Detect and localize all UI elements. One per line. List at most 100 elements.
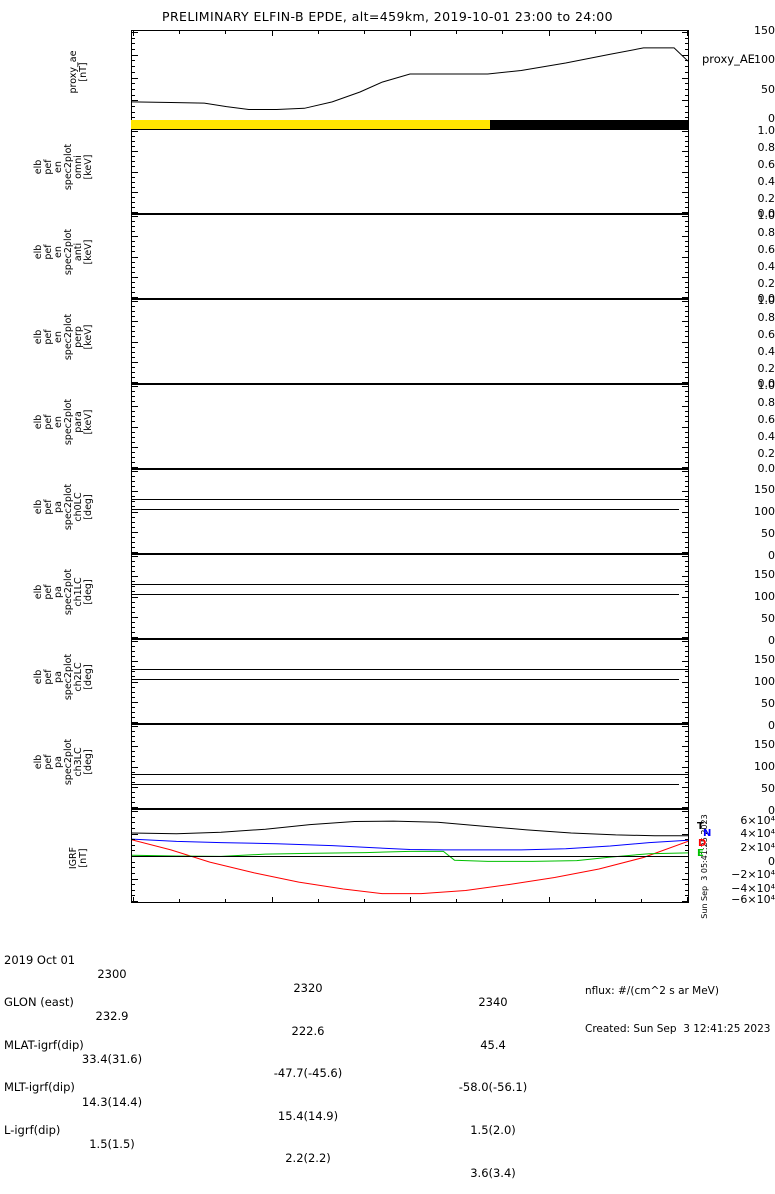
- ytick-pa-ch3lc-100: 100: [754, 760, 775, 773]
- ytick-proxy-ae-100: 100: [754, 53, 775, 66]
- proxy-ae-right-label: proxy_AE: [702, 52, 755, 66]
- pa-ch1lc-line-lower: [132, 594, 679, 595]
- panel-en-anti-ylabel: elb pef en spec2plot anti [keV]: [33, 228, 94, 276]
- ytick-igrf-m6e4: −6×10⁴: [731, 893, 775, 906]
- proxy-ae-trace: [132, 47, 688, 110]
- footer-v-l-0: 1.5(1.5): [89, 1137, 135, 1152]
- ytick-en-perp-0.6: 0.6: [757, 328, 775, 341]
- ytick-en-para-0.0: 0.0: [757, 462, 775, 475]
- ytick-en-omni-0.4: 0.4: [757, 175, 775, 188]
- panel-pa-ch3lc: [131, 724, 689, 809]
- footer-v-mlt-0: 14.3(14.4): [81, 1094, 143, 1109]
- ytick-en-omni-1.0: 1.0: [757, 124, 775, 137]
- ytick-en-omni-0.2: 0.2: [757, 192, 775, 205]
- panel-en-perp: [131, 299, 689, 384]
- ytick-igrf-4e4: 4×10⁴: [740, 827, 775, 840]
- ytick-en-perp-0.0: 0.0: [757, 377, 775, 390]
- panel-en-perp-ylabel: elb pef en spec2plot perp [keV]: [33, 313, 94, 361]
- pa-ch2lc-line-upper: [132, 669, 688, 670]
- igrf-legend-T: T: [697, 821, 704, 832]
- ytick-pa-ch1lc-0: 0: [768, 634, 775, 647]
- footer-label-mlat: MLAT-igrf(dip): [4, 1037, 84, 1052]
- ytick-en-omni-0.0: 0.0: [757, 207, 775, 220]
- ytick-proxy-ae-0: 0: [768, 112, 775, 125]
- ytick-igrf-m2e4: −2×10⁴: [731, 868, 775, 881]
- footer-label-glon: GLON (east): [4, 995, 74, 1010]
- igrf-traces: [132, 820, 688, 895]
- ytick-pa-ch2lc-50: 50: [761, 697, 775, 710]
- footer-label-mlt: MLT-igrf(dip): [4, 1080, 75, 1095]
- nflux-note: nflux: #/(cm^2 s ar MeV): [585, 985, 719, 997]
- ytick-pa-ch1lc-50: 50: [761, 612, 775, 625]
- status-bar-black: [490, 120, 689, 129]
- panel-en-anti: [131, 214, 689, 299]
- ytick-pa-ch1lc-150: 150: [754, 568, 775, 581]
- panel-pa-ch0lc: [131, 469, 689, 554]
- pa-ch3lc-line-upper: [132, 774, 688, 775]
- igrf-legend-N: N: [703, 828, 712, 839]
- panel-igrf-ylabel: IGRF [nT]: [68, 846, 89, 870]
- ytick-en-para-1.0: 1.0: [757, 379, 775, 392]
- footer-v-date-0: 2300: [97, 966, 127, 981]
- ytick-en-anti-0.8: 0.8: [757, 226, 775, 239]
- pa-ch0lc-line-upper: [132, 499, 688, 500]
- ytick-en-para-0.2: 0.2: [757, 447, 775, 460]
- ytick-en-perp-0.8: 0.8: [757, 311, 775, 324]
- footer-v-l-1: 2.2(2.2): [285, 1151, 331, 1166]
- footer-v-mlt-2: 1.5(2.0): [470, 1123, 516, 1137]
- igrf-legend-D: D: [698, 838, 707, 849]
- ytick-en-omni-0.6: 0.6: [757, 158, 775, 171]
- ytick-igrf-0: 0: [768, 855, 775, 868]
- ytick-pa-ch2lc-0: 0: [768, 719, 775, 732]
- pa-ch2lc-line-lower: [132, 679, 679, 680]
- footer-label-date: 2019 Oct 01: [4, 952, 76, 967]
- plot-page: PRELIMINARY ELFIN-B EPDE, alt=459km, 201…: [4, 9, 775, 1180]
- status-bar-yellow: [131, 120, 490, 129]
- footer-notes: nflux: #/(cm^2 s ar MeV) Created: Sun Se…: [585, 960, 770, 1060]
- panel-en-omni: [131, 129, 689, 214]
- ytick-en-perp-0.2: 0.2: [757, 362, 775, 375]
- panel-pa-ch3lc-ylabel: elb pef pa spec2plot ch3LC [deg]: [33, 738, 94, 786]
- footer-v-glon-0: 232.9: [95, 1009, 129, 1024]
- panel-pa-ch2lc: [131, 639, 689, 724]
- ytick-pa-ch3lc-50: 50: [761, 782, 775, 795]
- ytick-igrf-2e4: 2×10⁴: [740, 841, 775, 854]
- panel-pa-ch1lc: [131, 554, 689, 639]
- footer-v-date-2: 2340: [478, 995, 508, 1010]
- pa-ch1lc-line-upper: [132, 584, 688, 585]
- panel-igrf: [131, 809, 689, 903]
- created-note: Created: Sun Sep 3 12:41:25 2023: [585, 1022, 771, 1035]
- table-row: MLT-igrf(dip) 14.3(14.4) 15.4(14.9) 1.5(…: [4, 1066, 775, 1137]
- ytick-pa-ch2lc-150: 150: [754, 653, 775, 666]
- ytick-en-para-0.8: 0.8: [757, 396, 775, 409]
- ytick-pa-ch3lc-0: 0: [768, 804, 775, 817]
- pa-ch3lc-line-lower: [132, 784, 679, 785]
- footer-v-l-2: 3.6(3.4): [470, 1165, 516, 1180]
- ytick-pa-ch0lc-0: 0: [768, 549, 775, 562]
- panel-en-omni-ylabel: elb pef en spec2plot omni [keV]: [33, 143, 94, 191]
- ytick-igrf-m4e4: −4×10⁴: [731, 882, 775, 895]
- ytick-pa-ch1lc-100: 100: [754, 590, 775, 603]
- footer-label-l: L-igrf(dip): [4, 1122, 61, 1137]
- footer-v-date-1: 2320: [293, 981, 323, 996]
- ytick-en-perp-0.4: 0.4: [757, 345, 775, 358]
- footer-v-glon-2: 45.4: [480, 1037, 506, 1052]
- ytick-proxy-ae-50: 50: [761, 83, 775, 96]
- ytick-en-para-0.6: 0.6: [757, 413, 775, 426]
- panel-en-para: [131, 384, 689, 469]
- panel-proxy-ae: [131, 30, 689, 125]
- ytick-en-para-0.4: 0.4: [757, 430, 775, 443]
- igrf-legend-E: E: [697, 848, 704, 859]
- table-row: 2019 Oct 01 2300 2320 2340: [4, 938, 775, 1010]
- panel-pa-ch1lc-ylabel: elb pef pa spec2plot ch1LC [deg]: [33, 568, 94, 616]
- page-title: PRELIMINARY ELFIN-B EPDE, alt=459km, 201…: [162, 9, 613, 24]
- igrf-zero-line: [132, 856, 688, 857]
- footer-v-mlat-0: 33.4(31.6): [81, 1052, 143, 1066]
- ytick-pa-ch0lc-100: 100: [754, 505, 775, 518]
- table-row: L-igrf(dip) 1.5(1.5) 2.2(2.2) 3.6(3.4): [4, 1109, 775, 1180]
- panel-pa-ch0lc-ylabel: elb pef pa spec2plot ch0LC [deg]: [33, 483, 94, 531]
- panel-proxy-ae-ylabel: proxy_ae [nT]: [68, 50, 89, 94]
- ytick-en-anti-0.6: 0.6: [757, 243, 775, 256]
- ytick-en-anti-1.0: 1.0: [757, 209, 775, 222]
- ytick-en-anti-0.0: 0.0: [757, 292, 775, 305]
